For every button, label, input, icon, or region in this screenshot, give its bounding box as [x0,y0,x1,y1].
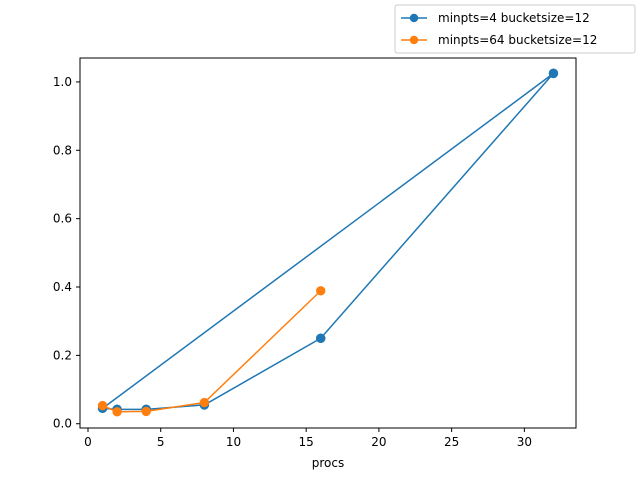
x-tick-label: 15 [299,435,314,449]
x-axis: 0 5 10 15 20 25 30 [84,428,532,449]
series-2-point [97,400,108,411]
legend-marker-2 [409,35,419,45]
y-tick-label: 0.2 [53,348,72,362]
series-2-point [112,407,122,417]
legend-box [394,4,636,54]
legend-label-2: minpts=64 bucketsize=12 [438,33,597,47]
legend: minpts=4 bucketsize=12 minpts=64 bucketsi… [394,4,636,54]
legend-marker-1 [409,13,419,23]
series-1-point [316,333,326,343]
x-tick-label: 0 [84,435,92,449]
series-1-point [548,68,559,79]
y-axis: 0.0 0.2 0.4 0.6 0.8 1.0 [53,75,80,431]
axes-frame [79,57,577,429]
x-tick-label: 10 [226,435,241,449]
series-2-point [141,406,151,417]
plot-area [97,68,559,417]
y-tick-label: 0.4 [53,280,72,294]
legend-label-1: minpts=4 bucketsize=12 [438,11,590,25]
y-tick-label: 1.0 [53,75,72,89]
y-tick-label: 0.8 [53,143,72,157]
x-tick-label: 30 [517,435,532,449]
series-2-point [316,286,326,296]
series-line-1 [101,72,555,411]
y-tick-label: 0.0 [53,417,72,431]
y-tick-label: 0.6 [53,212,72,226]
x-tick-label: 5 [157,435,165,449]
x-axis-label: procs [312,456,344,470]
x-tick-label: 25 [444,435,459,449]
series-2-point [199,397,210,408]
x-tick-label: 20 [371,435,386,449]
